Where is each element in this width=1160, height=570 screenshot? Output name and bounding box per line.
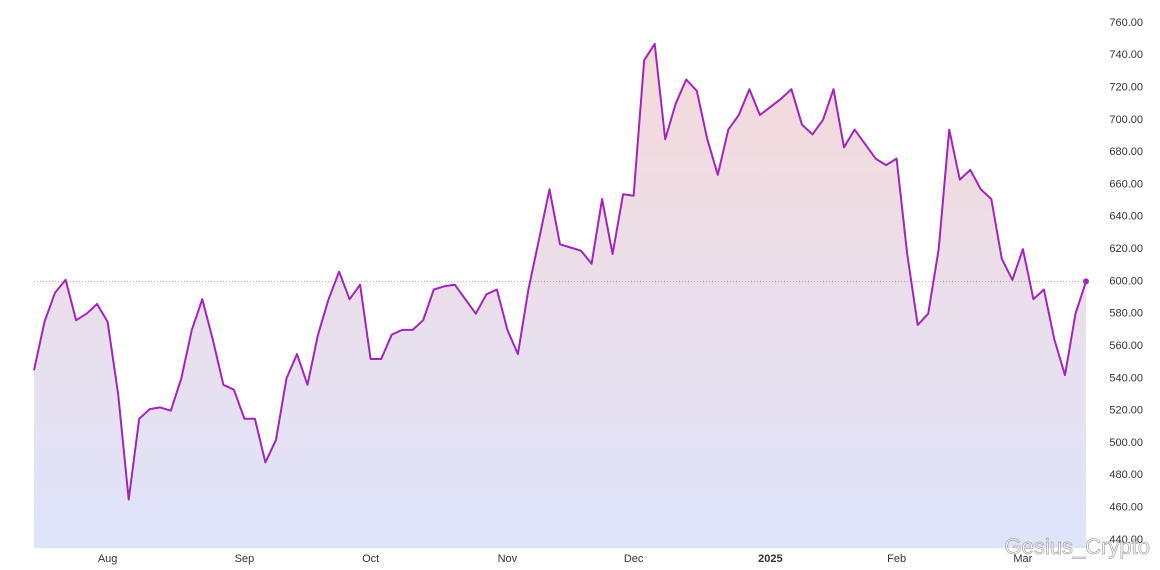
x-tick-label: Sep [235,553,255,565]
y-tick-label: 540.00 [1109,372,1143,384]
watermark: Gesius_Crypto [1004,534,1150,559]
y-tick-label: 660.00 [1109,178,1143,190]
line [33,42,1087,501]
area [34,43,1086,549]
y-tick-label: 760.00 [1109,17,1143,29]
x-tick-label: Dec [624,553,644,565]
y-tick-label: 640.00 [1109,211,1143,223]
y-tick-label: 680.00 [1109,146,1143,158]
y-tick-label: 600.00 [1109,275,1143,287]
last-point [1083,278,1089,285]
y-tick-label: 460.00 [1109,502,1143,514]
x-tick-label: Oct [362,553,379,565]
y-tick-label: 520.00 [1109,405,1143,417]
x-tick-label: Feb [887,553,906,565]
y-tick-label: 720.00 [1109,81,1143,93]
x-tick-label: Aug [98,553,118,565]
x-tick-label: Mar [1013,553,1032,565]
y-tick-label: 700.00 [1109,114,1143,126]
x-tick-label: Nov [498,553,518,565]
y-tick-label: 560.00 [1109,340,1143,352]
y-tick-label: 440.00 [1109,534,1143,546]
y-tick-label: 740.00 [1109,49,1143,61]
y-tick-label: 480.00 [1109,469,1143,481]
y-tick-label: 500.00 [1109,437,1143,449]
y-tick-label: 580.00 [1109,308,1143,320]
x-tick-label: 2025 [758,553,782,565]
y-tick-label: 620.00 [1109,243,1143,255]
